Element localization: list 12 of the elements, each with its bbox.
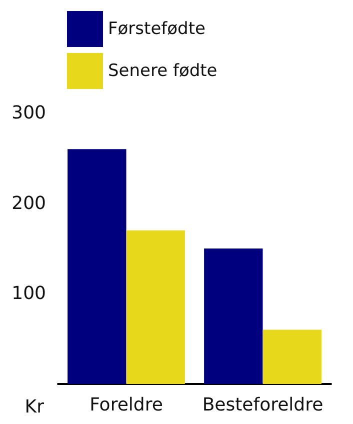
x-tick-label: Besteforeldre bbox=[202, 394, 324, 416]
y-tick-label: 300 bbox=[12, 102, 46, 124]
bar bbox=[126, 230, 185, 384]
y-tick-label: 100 bbox=[12, 283, 46, 304]
bar bbox=[204, 248, 263, 384]
y-tick-label: 200 bbox=[12, 192, 46, 214]
legend-label: Senere fødte bbox=[108, 61, 218, 81]
legend-label: Førstefødte bbox=[108, 19, 206, 39]
bar bbox=[68, 149, 126, 384]
bar bbox=[262, 330, 322, 384]
y-axis-title: Kr bbox=[24, 396, 45, 418]
x-tick-label: Foreldre bbox=[90, 394, 163, 416]
